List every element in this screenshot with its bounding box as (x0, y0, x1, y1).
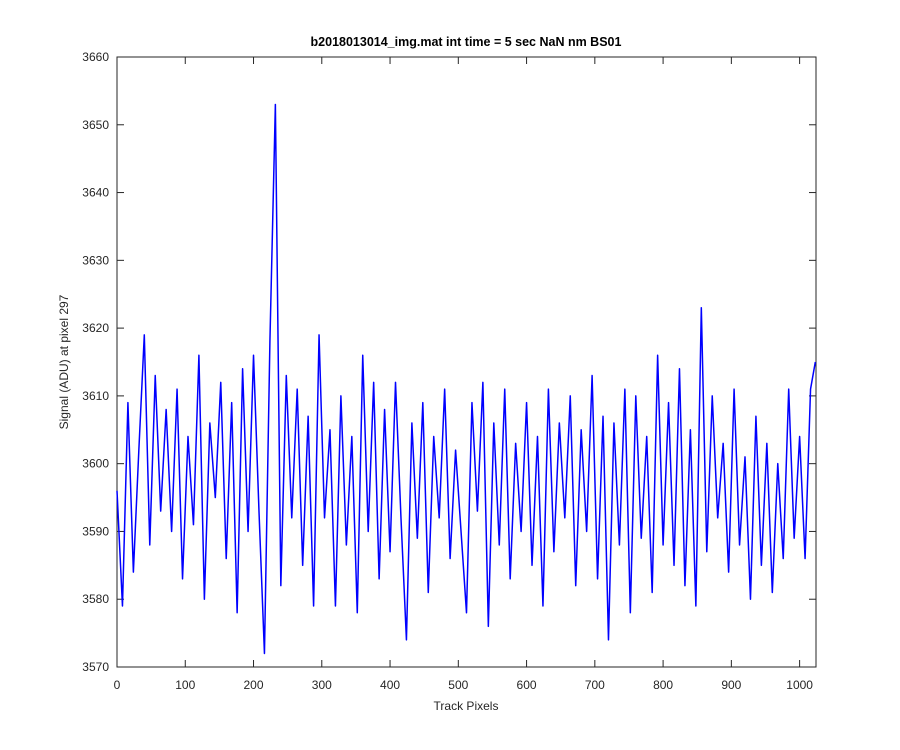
x-tick-label: 200 (244, 678, 264, 692)
y-tick-label: 3600 (82, 457, 109, 471)
x-tick-label: 400 (380, 678, 400, 692)
x-tick-label: 800 (653, 678, 673, 692)
x-tick-label: 900 (721, 678, 741, 692)
x-tick-label: 100 (175, 678, 195, 692)
y-tick-label: 3580 (82, 592, 109, 606)
x-tick-label: 0 (114, 678, 121, 692)
x-tick-label: 700 (585, 678, 605, 692)
data-line (116, 103, 817, 655)
plot-box (116, 56, 817, 668)
y-tick-label: 3640 (82, 186, 109, 200)
y-tick-label: 3610 (82, 389, 109, 403)
x-axis-label: Track Pixels (434, 699, 499, 713)
y-tick-label: 3570 (82, 660, 109, 674)
x-tick-label: 500 (448, 678, 468, 692)
y-tick-label: 3630 (82, 253, 109, 267)
x-tick-label: 300 (312, 678, 332, 692)
x-tick-label: 1000 (786, 678, 813, 692)
y-axis-label: Signal (ADU) at pixel 297 (57, 294, 71, 429)
x-tick-label: 600 (517, 678, 537, 692)
y-tick-label: 3660 (82, 50, 109, 64)
y-tick-label: 3650 (82, 118, 109, 132)
y-tick-label: 3590 (82, 524, 109, 538)
chart-title: b2018013014_img.mat int time = 5 sec NaN… (311, 35, 622, 49)
y-tick-label: 3620 (82, 321, 109, 335)
